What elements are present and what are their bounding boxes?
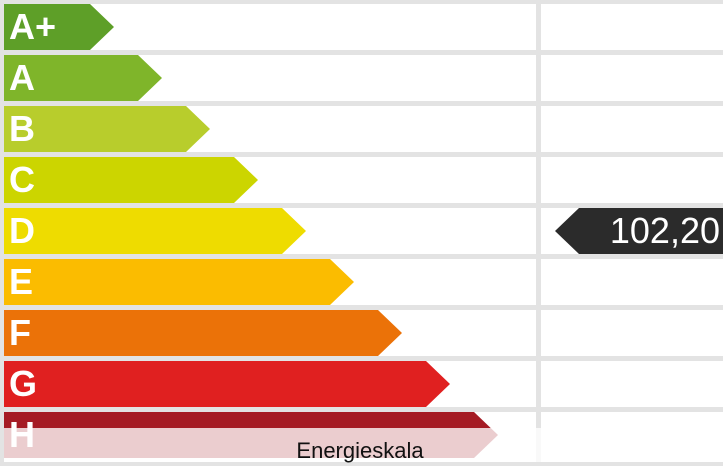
energy-class-label: D xyxy=(9,210,35,251)
energy-class-arrow-c: C xyxy=(4,157,258,203)
grid-cell-right xyxy=(541,106,723,152)
grid-cell-right xyxy=(541,259,723,305)
energy-class-arrow-d: D xyxy=(4,208,306,254)
energy-class-arrow-a-plus: A+ xyxy=(4,4,114,50)
grid-cell-right xyxy=(541,310,723,356)
energy-class-label: A+ xyxy=(9,6,57,47)
caption-label: Energieskala xyxy=(296,438,424,463)
energy-class-label: A xyxy=(9,57,35,98)
energy-class-label: G xyxy=(9,363,38,404)
energy-class-arrow-a: A xyxy=(4,55,162,101)
energy-value-indicator: 102,20 xyxy=(555,208,723,254)
energy-class-label: E xyxy=(9,261,34,302)
grid-cell-right xyxy=(541,157,723,203)
energy-class-arrow-b: B xyxy=(4,106,210,152)
energy-class-label: C xyxy=(9,159,35,200)
energy-value: 102,20 xyxy=(609,210,720,251)
energy-class-arrow-e: E xyxy=(4,259,354,305)
grid-cell-right xyxy=(541,4,723,50)
grid-cell-right xyxy=(541,55,723,101)
grid-cell-right xyxy=(541,361,723,407)
caption-overlay xyxy=(4,428,723,462)
energy-class-arrow-f: F xyxy=(4,310,402,356)
energy-class-arrow-g: G xyxy=(4,361,450,407)
energy-class-label: B xyxy=(9,108,35,149)
energy-class-label: F xyxy=(9,312,31,353)
